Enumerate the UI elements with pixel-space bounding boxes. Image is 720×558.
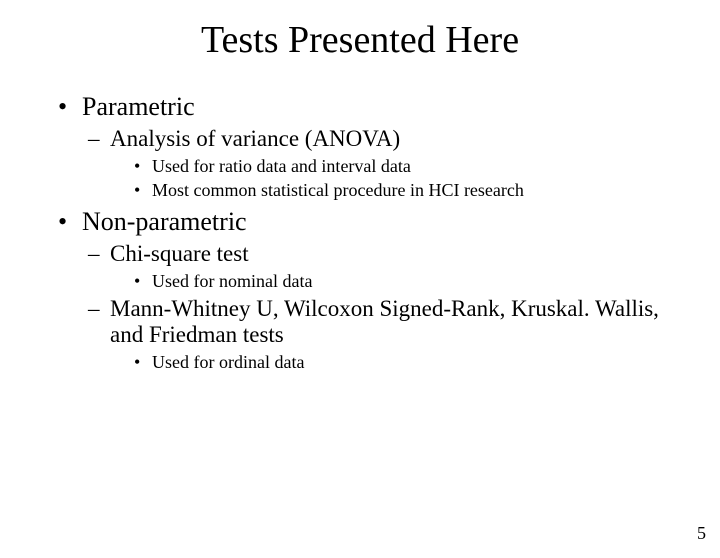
slide-title: Tests Presented Here xyxy=(0,18,720,62)
detail-ratio-interval: Used for ratio data and interval data xyxy=(134,156,680,177)
slide-content: Parametric Analysis of variance (ANOVA) … xyxy=(0,92,720,373)
detail-nominal: Used for nominal data xyxy=(134,271,680,292)
bullet-parametric: Parametric xyxy=(58,92,680,122)
subbullet-mwu-etc: Mann-Whitney U, Wilcoxon Signed-Rank, Kr… xyxy=(88,296,680,348)
detail-common-hci: Most common statistical procedure in HCI… xyxy=(134,180,680,201)
slide: Tests Presented Here Parametric Analysis… xyxy=(0,18,720,558)
bullet-nonparametric: Non-parametric xyxy=(58,207,680,237)
detail-ordinal: Used for ordinal data xyxy=(134,352,680,373)
subbullet-anova: Analysis of variance (ANOVA) xyxy=(88,126,680,152)
page-number: 5 xyxy=(697,523,706,544)
subbullet-chisquare: Chi-square test xyxy=(88,241,680,267)
